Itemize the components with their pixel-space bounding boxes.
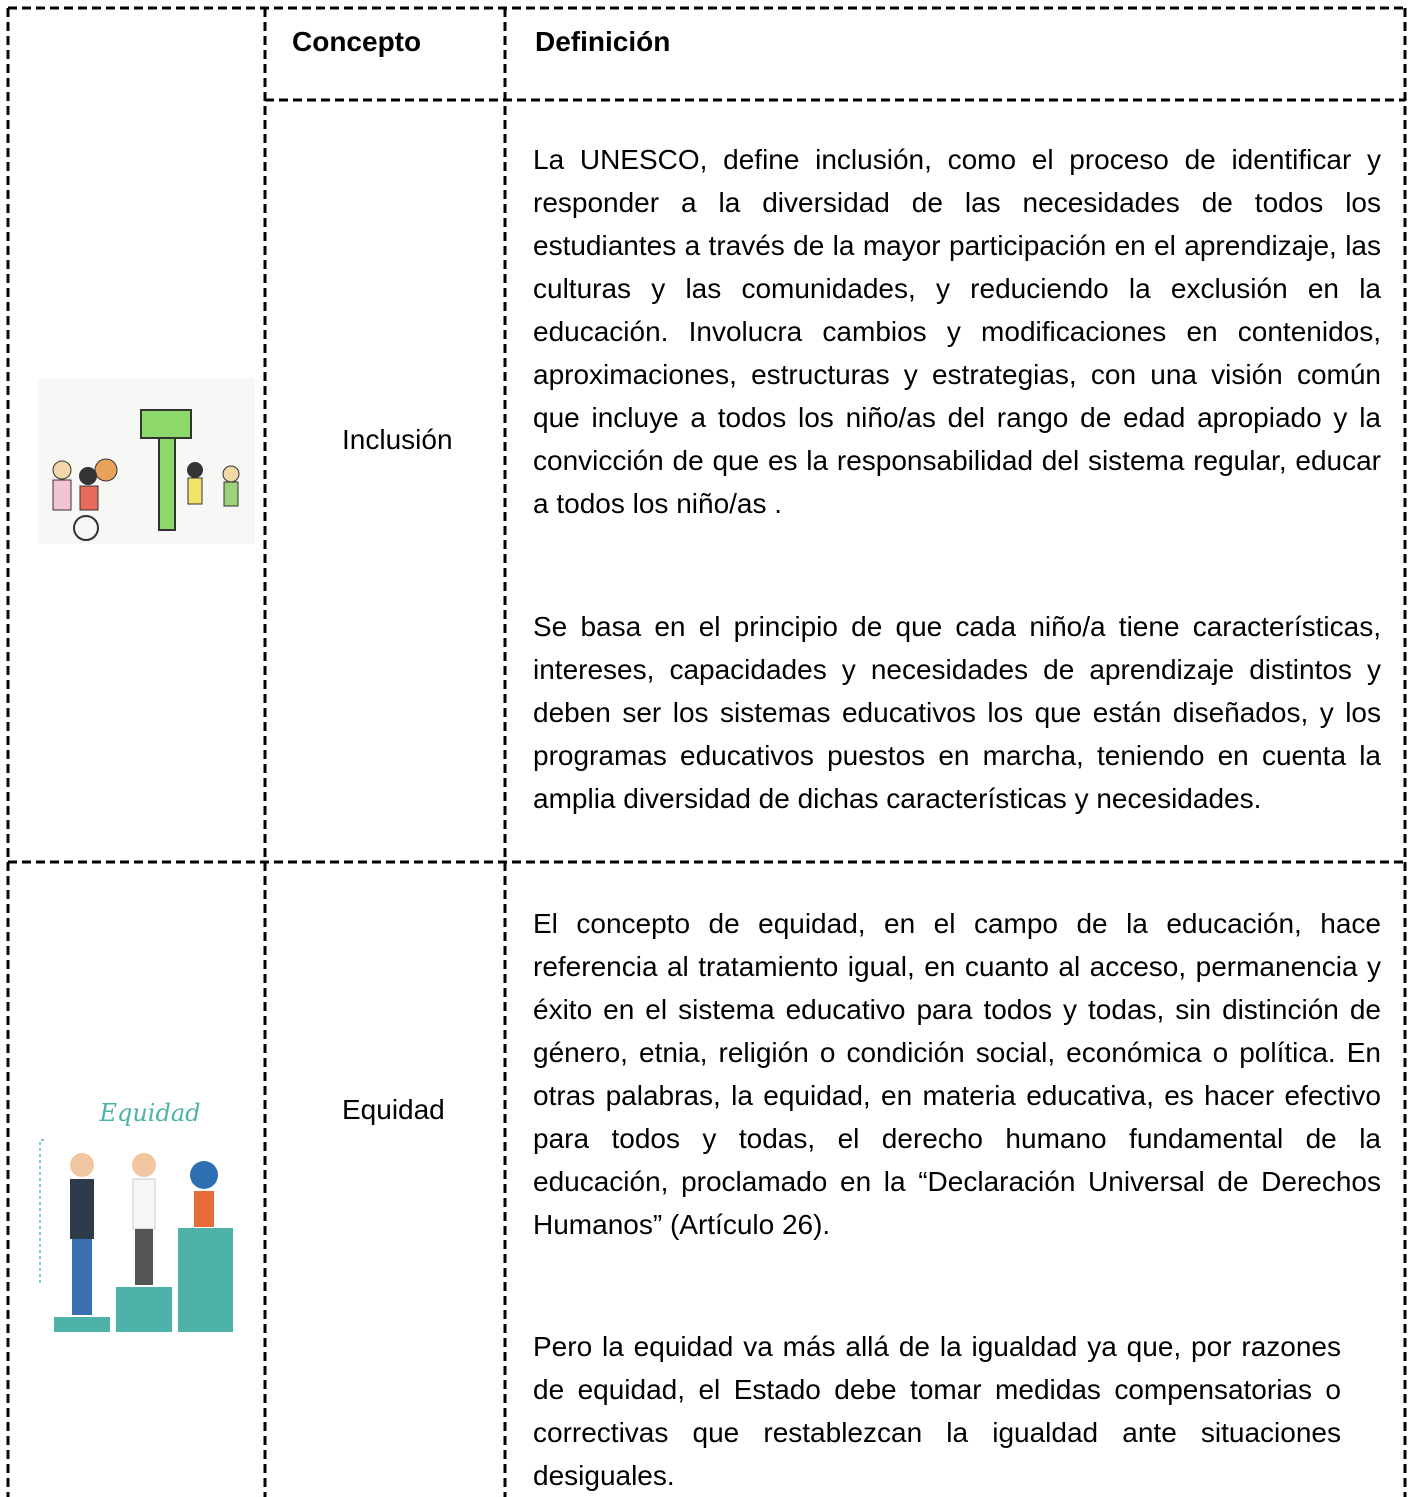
equity-illustration: Equidad [39,1099,233,1332]
definition-paragraph: Se basa en el principio de que cada niño… [533,611,1381,814]
header-definition: Definición [535,26,671,57]
definition-paragraph: La UNESCO, define inclusión, como el pro… [533,144,1381,519]
concept-equity: Equidad [342,1094,445,1125]
image-caption: Equidad [98,1099,200,1127]
definition-paragraph: El concepto de equidad, en el campo de l… [533,908,1381,1240]
concept-inclusion: Inclusión [342,424,453,455]
inclusion-illustration [38,378,255,544]
definition-paragraph: Pero la equidad va más allá de la iguald… [533,1331,1341,1491]
header-concept: Concepto [292,26,422,57]
